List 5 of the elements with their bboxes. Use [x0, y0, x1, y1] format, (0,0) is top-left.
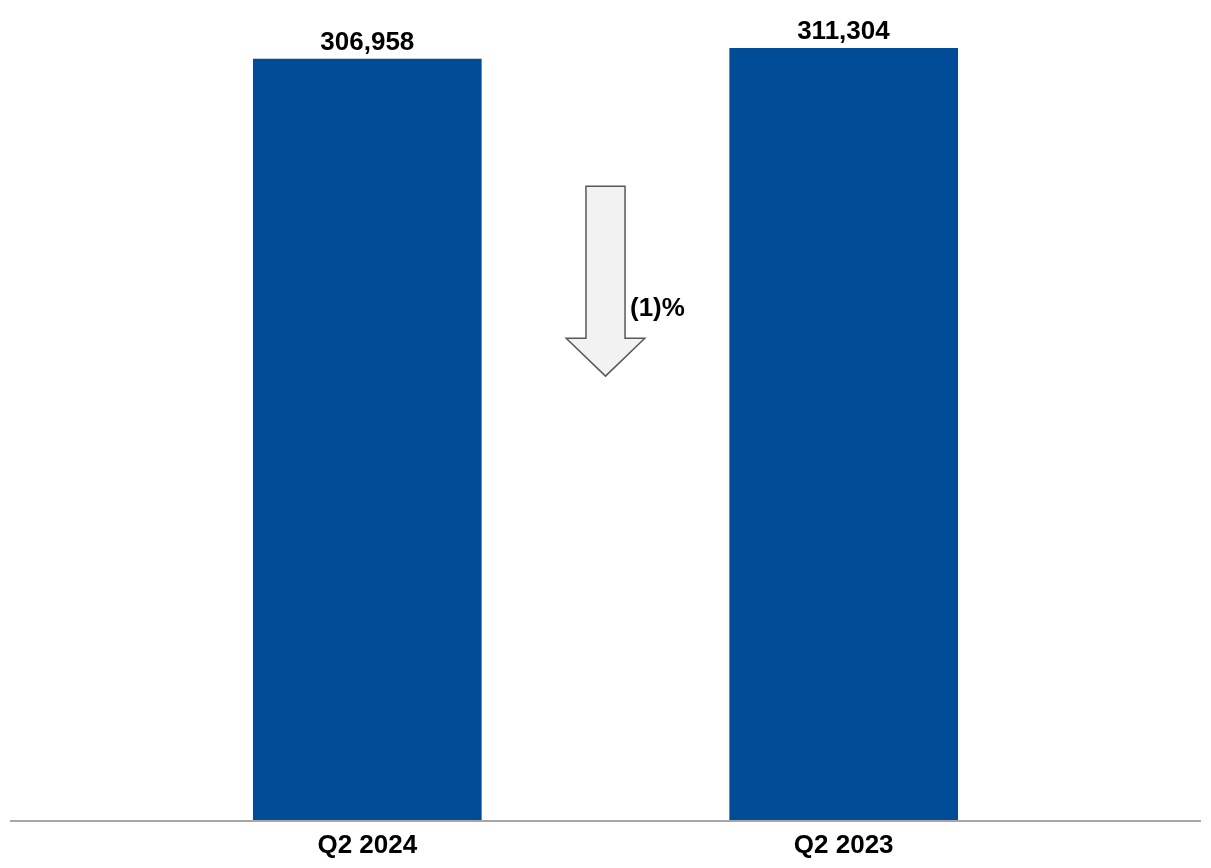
data-label: 311,304 — [797, 15, 891, 45]
data-label: 306,958 — [320, 25, 415, 56]
x-tick-label: Q2 2024 — [317, 829, 418, 860]
x-tick-label: Q2 2023 — [793, 829, 894, 860]
annotation: (1)% — [630, 292, 685, 322]
